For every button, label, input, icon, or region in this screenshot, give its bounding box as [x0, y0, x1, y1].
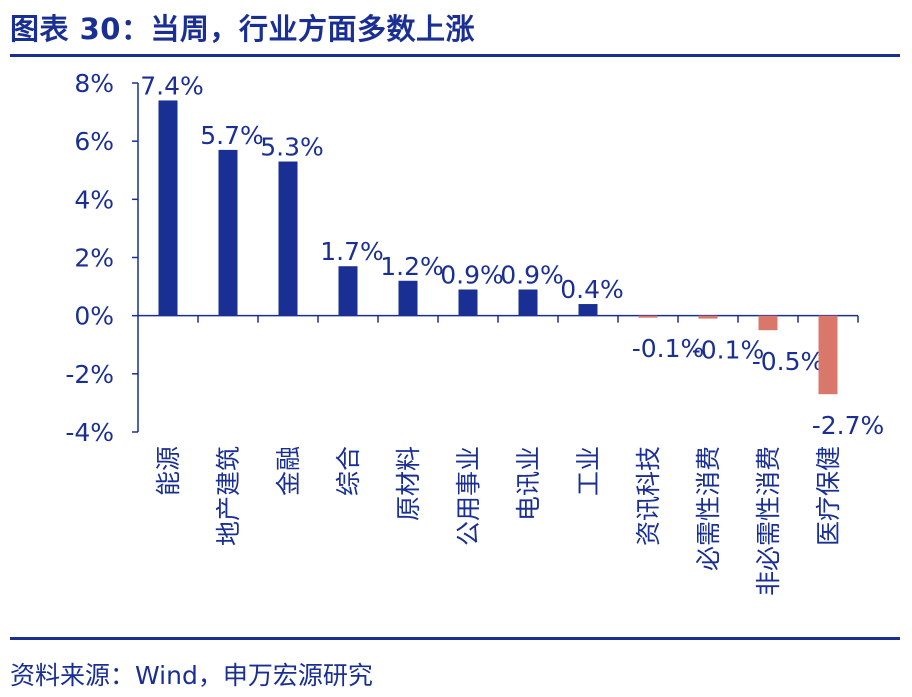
category-label: 资讯科技: [634, 446, 663, 546]
category-label: 综合: [334, 446, 363, 496]
title-rule: [10, 54, 900, 57]
bar-5: [398, 280, 418, 316]
chart-title: 图表 30：当周，行业方面多数上涨: [10, 12, 475, 46]
y-tick-label: 2%: [74, 244, 114, 273]
category-label: 非必需性消费: [754, 446, 783, 596]
bar-9: [638, 315, 658, 318]
y-tick-label: 4%: [74, 185, 114, 214]
data-label: 5.7%: [200, 121, 264, 150]
category-label: 电讯业: [514, 446, 543, 521]
data-label: -2.7%: [812, 411, 885, 440]
data-label: -0.1%: [692, 336, 765, 365]
data-label: -0.1%: [632, 334, 705, 363]
y-tick-label: 8%: [74, 69, 114, 98]
data-label: 5.3%: [260, 133, 324, 162]
data-label: 0.4%: [560, 275, 624, 304]
bar-8: [578, 304, 598, 316]
data-label: 7.4%: [140, 71, 204, 100]
bar-10: [698, 315, 718, 319]
bar-2: [218, 149, 238, 316]
y-tick-label: -4%: [65, 418, 114, 447]
source-note: 资料来源：Wind，申万宏源研究: [10, 661, 373, 690]
bar-7: [518, 289, 538, 316]
category-label: 能源: [154, 446, 183, 496]
bar-1: [158, 100, 178, 316]
category-label: 医疗保健: [814, 446, 843, 546]
data-label: 1.2%: [380, 252, 444, 281]
category-label: 金融: [274, 446, 303, 496]
data-label: 1.7%: [320, 237, 384, 266]
category-label: 工业: [574, 446, 603, 496]
category-label: 地产建筑: [214, 446, 243, 546]
data-label: 0.9%: [500, 260, 564, 289]
y-tick-label: 0%: [74, 302, 114, 331]
footer-rule: [10, 637, 900, 640]
category-label: 公用事业: [454, 446, 483, 546]
category-label: 原材料: [394, 446, 423, 521]
y-tick-label: 6%: [74, 127, 114, 156]
bar-12: [818, 315, 838, 395]
bar-3: [278, 161, 298, 316]
data-label: -0.5%: [752, 347, 825, 376]
y-tick-label: -2%: [65, 360, 114, 389]
category-label: 必需性消费: [694, 446, 723, 571]
bar-4: [338, 266, 358, 316]
bar-11: [758, 315, 778, 331]
bar-6: [458, 289, 478, 316]
data-label: 0.9%: [440, 260, 504, 289]
bar-chart: 8% 6% 4% 2% 0% -2% -4% 7.4% 能源 5.7% 地产建筑 5.3% 金融 1.7%…: [65, 69, 885, 596]
